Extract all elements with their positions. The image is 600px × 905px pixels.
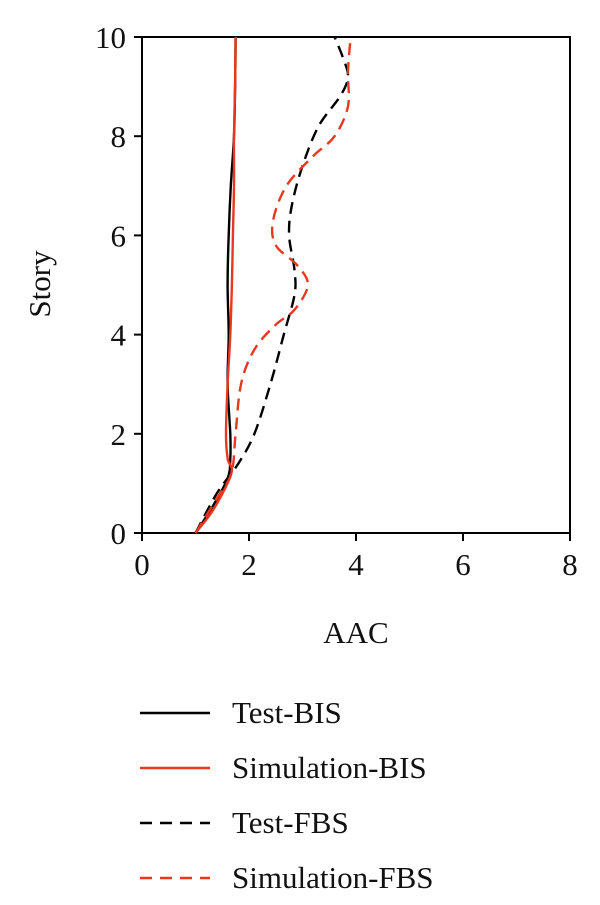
y-tick-label: 6 [111,218,127,253]
x-tick-label: 6 [455,547,471,582]
legend-item-test-bis: Test-BIS [140,695,342,730]
axis-titles: AAC Story [22,250,389,650]
y-tick-label: 4 [111,318,127,353]
axes: 0 2 4 6 8 0 2 4 6 8 10 [95,20,578,582]
plot-frame [141,36,571,534]
legend-item-simulation-bis: Simulation-BIS [140,750,427,785]
legend-label: Test-FBS [232,805,349,840]
y-tick-label: 2 [111,417,127,452]
series-line-simulation-bis [194,36,237,534]
x-axis-title: AAC [323,615,388,650]
series-line-test-bis [194,36,237,534]
legend: Test-BIS Simulation-BIS Test-FBS Simulation… [140,695,434,895]
legend-label: Simulation-FBS [232,860,434,895]
series-lines [194,36,352,534]
x-tick-label: 2 [241,547,257,582]
x-tick-label: 4 [348,547,364,582]
legend-label: Simulation-BIS [232,750,427,785]
y-tick-label: 10 [95,20,126,55]
x-tick-label: 0 [134,547,150,582]
y-tick-label: 0 [111,516,127,551]
series-line-test-fbs [194,36,350,534]
legend-label: Test-BIS [232,695,342,730]
legend-item-test-fbs: Test-FBS [140,805,349,840]
x-tick-label: 8 [562,547,578,582]
legend-item-simulation-fbs: Simulation-FBS [140,860,434,895]
y-tick-label: 8 [111,119,127,154]
series-line-simulation-fbs [194,36,352,534]
y-axis-title: Story [22,250,57,318]
